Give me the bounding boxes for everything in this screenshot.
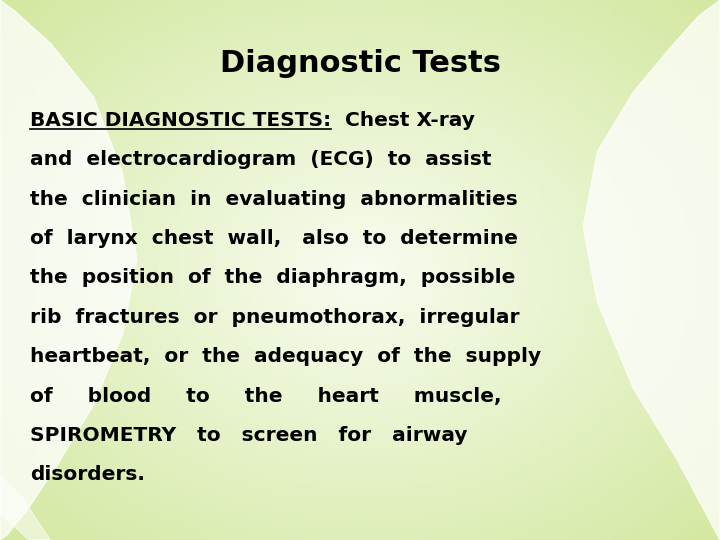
Text: of     blood     to     the     heart     muscle,: of blood to the heart muscle, — [30, 387, 502, 406]
Polygon shape — [0, 0, 137, 540]
Text: and  electrocardiogram  (ECG)  to  assist: and electrocardiogram (ECG) to assist — [30, 150, 492, 169]
Polygon shape — [583, 0, 720, 540]
Text: of  larynx  chest  wall,   also  to  determine: of larynx chest wall, also to determine — [30, 229, 518, 248]
Polygon shape — [0, 475, 50, 540]
Text: rib  fractures  or  pneumothorax,  irregular: rib fractures or pneumothorax, irregular — [30, 308, 520, 327]
Text: Diagnostic Tests: Diagnostic Tests — [220, 49, 500, 78]
Text: the  position  of  the  diaphragm,  possible: the position of the diaphragm, possible — [30, 268, 516, 287]
Text: disorders.: disorders. — [30, 465, 145, 484]
Text: BASIC DIAGNOSTIC TESTS:: BASIC DIAGNOSTIC TESTS: — [30, 111, 331, 130]
Text: Chest X-ray: Chest X-ray — [331, 111, 475, 130]
Text: the  clinician  in  evaluating  abnormalities: the clinician in evaluating abnormalitie… — [30, 190, 518, 208]
Text: SPIROMETRY   to   screen   for   airway: SPIROMETRY to screen for airway — [30, 426, 468, 445]
Text: heartbeat,  or  the  adequacy  of  the  supply: heartbeat, or the adequacy of the supply — [30, 347, 541, 366]
